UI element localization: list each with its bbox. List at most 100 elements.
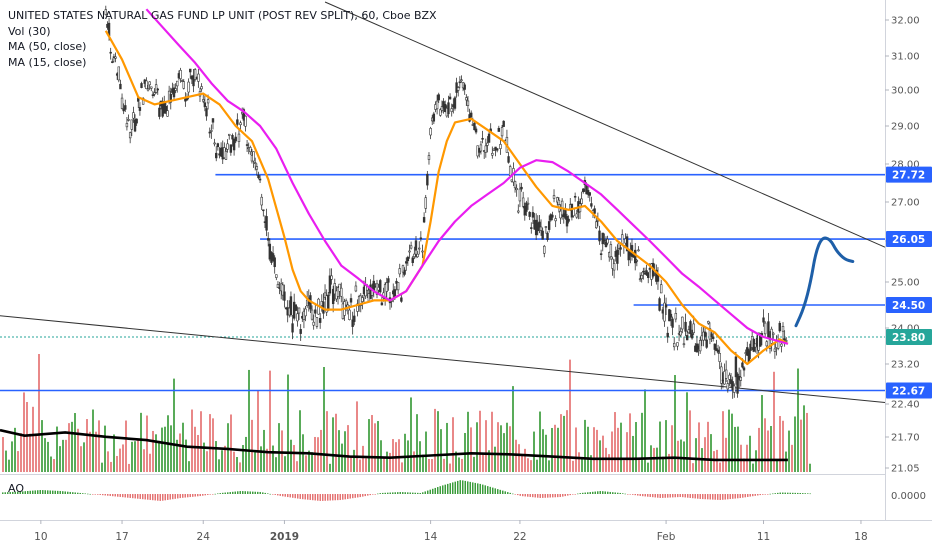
ao-bar (714, 494, 716, 500)
volume-bar (491, 411, 493, 472)
volume-bar (185, 439, 187, 472)
candle-body (330, 275, 333, 280)
volume-bar (134, 441, 136, 472)
ao-bar (482, 484, 484, 494)
candle-body (200, 86, 203, 90)
volume-bar (179, 433, 181, 472)
candle-body (297, 307, 301, 314)
ao-bar (454, 481, 456, 494)
volume-bar (488, 450, 490, 472)
ao-bar (44, 490, 46, 494)
legend-title[interactable]: UNITED STATES NATURAL GAS FUND LP UNIT (… (8, 9, 437, 22)
volume-bar (662, 456, 664, 472)
ao-bar (349, 494, 351, 499)
ao-bar (739, 494, 741, 499)
ao-bar (602, 491, 604, 494)
volume-bar (572, 460, 574, 472)
candle-body (515, 187, 518, 191)
ao-bar (567, 494, 569, 496)
candle-body (265, 216, 268, 231)
ao-bar (692, 494, 694, 499)
volume-bar (686, 392, 688, 472)
candle-body (327, 294, 330, 310)
volume-bar (68, 423, 70, 472)
candle-body (224, 151, 228, 160)
volume-bar (110, 461, 112, 472)
ao-bar (517, 494, 519, 496)
ao-bar (762, 494, 764, 495)
ao-bar (539, 494, 541, 498)
candle-body (681, 316, 684, 330)
legend-ma15[interactable]: MA (15, close) (8, 55, 87, 69)
volume-bar (122, 444, 124, 472)
ao-bar (2, 492, 4, 494)
ao-bar (617, 492, 619, 494)
projection-path[interactable] (794, 236, 855, 328)
ao-bar (134, 494, 136, 499)
candle-body (421, 250, 424, 253)
candle-body (156, 88, 159, 91)
candle-body (266, 238, 270, 241)
legend-vol[interactable]: Vol (30) (8, 24, 51, 38)
volume-bar (20, 433, 22, 472)
volume-bar (728, 409, 730, 472)
ao-bar (532, 494, 534, 498)
volume-bar (500, 425, 502, 472)
ao-bar (767, 494, 769, 495)
volume-bar (794, 416, 796, 472)
ao-bar (427, 490, 429, 494)
candle-body (398, 268, 401, 275)
volume-bar (260, 446, 262, 472)
candle-body (674, 313, 678, 320)
ao-bar (57, 490, 59, 494)
ao-bar (797, 492, 799, 494)
volume-bar (563, 415, 565, 472)
ao-bar (502, 490, 504, 494)
volume-bar (710, 434, 712, 472)
candle-body (242, 109, 246, 121)
ao-bar (332, 494, 334, 501)
ao-bar (547, 494, 549, 498)
ao-bar (457, 480, 459, 494)
ao-bar (294, 494, 296, 499)
volume-bar (560, 414, 562, 472)
candle-body (400, 297, 403, 302)
volume-bar (740, 444, 742, 472)
ao-bar (289, 494, 291, 498)
volume-bar (152, 430, 154, 472)
candle-body (724, 369, 728, 379)
volume-bar (626, 432, 628, 472)
ao-bar (32, 490, 34, 494)
candle-body (109, 51, 112, 54)
volume-bar (725, 437, 727, 472)
candle-body (552, 195, 556, 199)
ao-bar (24, 491, 26, 494)
ao-bar (234, 491, 236, 494)
volume-bar (44, 438, 46, 472)
legend-ma50[interactable]: MA (50, close) (8, 40, 87, 53)
candle-body (385, 282, 388, 292)
candle-body (408, 250, 411, 253)
candle-body (770, 328, 773, 344)
price-label-text: 26.05 (892, 234, 925, 246)
ao-bar (4, 492, 6, 494)
candle-body (432, 113, 436, 122)
ao-bar (704, 494, 706, 500)
ao-bar (342, 494, 344, 500)
candle-body (715, 348, 718, 352)
volume-bar (638, 458, 640, 472)
candle-body (627, 251, 630, 261)
candle-body (762, 317, 765, 323)
time-tick-label: Feb (657, 531, 676, 543)
ao-bar (664, 494, 666, 498)
volume-bar (533, 431, 535, 472)
candle-body (153, 92, 156, 95)
candle-body (354, 285, 358, 292)
candle-body (145, 80, 148, 90)
candle-body (486, 142, 489, 146)
volume-bar (761, 395, 763, 472)
volume-bar (365, 458, 367, 472)
candle-body (778, 322, 781, 332)
ao-bar (497, 489, 499, 494)
